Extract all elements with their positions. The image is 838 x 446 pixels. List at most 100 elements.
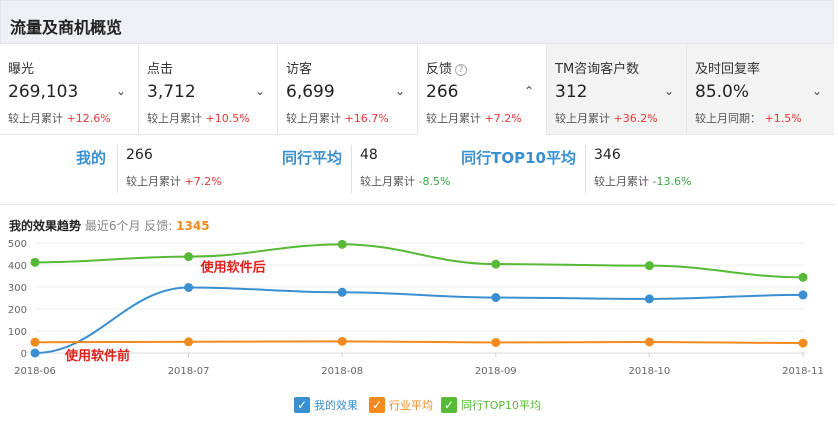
help-icon[interactable]: ? — [455, 64, 468, 76]
series-line-top10 — [34, 243, 804, 279]
compare-name-top10: 同行TOP10平均 — [461, 149, 576, 167]
compare-label: 较上月累计 — [594, 175, 649, 188]
metric-label-text: 反馈 — [426, 62, 453, 77]
metric-label: TM咨询客户数 — [555, 62, 640, 77]
metric-label: 及时回复率 — [695, 62, 761, 77]
delta-value: +10.5% — [205, 112, 250, 125]
delta-value: +7.2% — [484, 112, 522, 125]
delta-value: +7.2% — [184, 175, 222, 188]
metric-compare: 较上月累计 +10.5% — [147, 110, 250, 126]
metric-card-visitors[interactable]: 访客 6,699 ⌄ 较上月累计 +16.7% — [278, 44, 418, 135]
delta-value: -13.6% — [652, 175, 692, 188]
metric-label: 访客 — [286, 62, 313, 77]
data-point — [184, 252, 194, 262]
data-point — [798, 338, 808, 348]
y-tick-label: 200 — [8, 305, 27, 316]
compare-label: 较上月累计 — [147, 112, 202, 125]
checkbox-icon[interactable]: ✓ — [369, 397, 385, 413]
data-point — [644, 261, 654, 271]
metric-compare: 较上月累计 +36.2% — [555, 110, 658, 126]
x-tick-label: 2018-08 — [321, 366, 363, 377]
chevron-down-icon[interactable]: ⌄ — [254, 84, 265, 98]
metric-card-tm-inquiries[interactable]: TM咨询客户数 312 ⌄ 较上月累计 +36.2% — [547, 44, 687, 135]
metric-card-feedback[interactable]: 反馈? 266 ⌃ 较上月累计 +7.2% — [418, 44, 547, 135]
data-point — [184, 282, 194, 292]
checkbox-icon[interactable]: ✓ — [294, 397, 310, 413]
data-point — [491, 293, 501, 303]
divider — [117, 145, 118, 193]
delta-value: +1.5% — [764, 112, 802, 125]
data-point — [491, 337, 501, 347]
compare-label: 较上月累计 — [126, 175, 181, 188]
metric-value: 6,699 — [286, 82, 335, 102]
y-tick-label: 100 — [8, 327, 27, 338]
compare-name-mine: 我的 — [75, 149, 106, 167]
data-point — [798, 290, 808, 300]
data-point — [30, 348, 40, 358]
data-point — [337, 336, 347, 346]
compare-label: 较上月累计 — [555, 112, 610, 125]
compare-label: 较上月累计 — [426, 112, 481, 125]
metric-cards: 曝光 269,103 ⌄ 较上月累计 +12.6% 点击 3,712 ⌄ 较上月… — [0, 44, 834, 135]
legend-label: 同行TOP10平均 — [461, 399, 542, 412]
series-line-industry — [34, 340, 804, 345]
delta-value: +16.7% — [344, 112, 389, 125]
chevron-up-icon[interactable]: ⌃ — [523, 84, 534, 98]
data-point — [184, 337, 194, 347]
y-tick-label: 500 — [8, 239, 27, 250]
legend-item-top10[interactable]: ✓ 同行TOP10平均 — [441, 397, 541, 413]
data-point — [644, 337, 654, 347]
trend-line-chart: 0 100 200 300 400 500 2018-06 2018-07 2018-08 201… — [8, 239, 824, 377]
x-tick-label: 2018-11 — [782, 366, 824, 377]
y-tick-label: 0 — [21, 349, 27, 360]
metric-value: 312 — [555, 82, 588, 102]
checkbox-icon[interactable]: ✓ — [441, 397, 457, 413]
delta-value: -8.5% — [418, 175, 451, 188]
metric-value: 269,103 — [8, 82, 79, 102]
metric-label: 点击 — [147, 62, 174, 77]
y-tick-label: 400 — [8, 261, 27, 272]
data-point — [491, 259, 501, 269]
peer-comparison: 我的 266 较上月累计 +7.2% 同行平均 48 较上月累计 -8.5% 同… — [0, 135, 834, 205]
metric-card-reply-rate[interactable]: 及时回复率 85.0% ⌄ 较上月同期： +1.5% — [687, 44, 834, 135]
chart-header: 我的效果趋势 最近6个月 反馈: 1345 — [9, 217, 210, 234]
data-point — [798, 272, 808, 282]
series-line-mine — [34, 286, 804, 354]
data-point — [644, 294, 654, 304]
metric-compare: 较上月累计 +12.6% — [8, 110, 111, 126]
metric-value: 3,712 — [147, 82, 196, 102]
compare-delta-mine: 较上月累计 +7.2% — [126, 173, 222, 189]
section-title: 流量及商机概览 — [10, 18, 123, 37]
compare-label: 较上月累计 — [286, 112, 341, 125]
compare-label: 较上月同期： — [695, 112, 761, 125]
legend-item-industry[interactable]: ✓ 行业平均 — [369, 397, 433, 413]
chevron-down-icon[interactable]: ⌄ — [394, 84, 405, 98]
chevron-down-icon[interactable]: ⌄ — [811, 84, 822, 98]
metric-label: 反馈? — [426, 58, 468, 77]
chevron-down-icon[interactable]: ⌄ — [663, 84, 674, 98]
metric-compare: 较上月累计 +7.2% — [426, 110, 522, 126]
metric-value: 266 — [426, 82, 459, 102]
compare-delta-peer-avg: 较上月累计 -8.5% — [360, 173, 450, 189]
compare-name-peer-avg: 同行平均 — [281, 149, 342, 167]
chart-feedback-total: 1345 — [176, 219, 210, 233]
x-tick-label: 2018-10 — [629, 366, 671, 377]
delta-value: +36.2% — [613, 112, 658, 125]
chart-subtitle: 最近6个月 反馈: — [84, 219, 173, 233]
metric-label: 曝光 — [8, 62, 35, 77]
divider — [351, 145, 352, 193]
delta-value: +12.6% — [66, 112, 111, 125]
chart-legend: ✓ 我的效果 ✓ 行业平均 ✓ 同行TOP10平均 — [0, 397, 838, 417]
metric-compare: 较上月同期： +1.5% — [695, 110, 802, 126]
compare-value-peer-avg: 48 — [360, 147, 378, 163]
x-tick-label: 2018-07 — [168, 366, 210, 377]
legend-item-mine[interactable]: ✓ 我的效果 — [294, 397, 358, 413]
compare-value-mine: 266 — [126, 147, 153, 163]
divider — [585, 145, 586, 193]
metric-card-clicks[interactable]: 点击 3,712 ⌄ 较上月累计 +10.5% — [139, 44, 278, 135]
legend-label: 我的效果 — [314, 399, 358, 412]
metric-card-exposure[interactable]: 曝光 269,103 ⌄ 较上月累计 +12.6% — [0, 44, 139, 135]
legend-label: 行业平均 — [389, 399, 433, 412]
compare-label: 较上月累计 — [8, 112, 63, 125]
chevron-down-icon[interactable]: ⌄ — [115, 84, 126, 98]
